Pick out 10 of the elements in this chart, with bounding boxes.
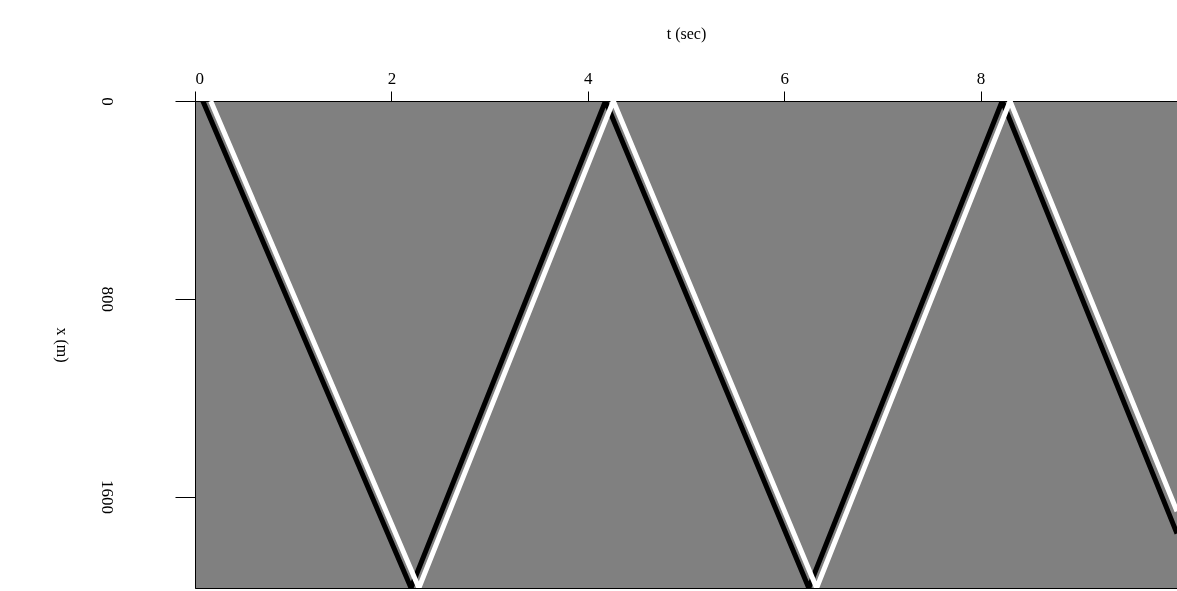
y-tick-label: 1600 xyxy=(97,480,117,515)
y-axis-title: x (m) xyxy=(52,327,71,363)
x-tick-label: 0 xyxy=(195,68,204,88)
x-axis-title: t (sec) xyxy=(666,24,707,43)
y-tick-label: 0 xyxy=(97,97,117,106)
x-tick-label: 2 xyxy=(387,68,397,88)
x-tick-label: 8 xyxy=(976,68,986,88)
x-tick-label: 4 xyxy=(584,68,594,88)
y-tick-label: 800 xyxy=(97,286,117,313)
x-tick-label: 6 xyxy=(780,68,789,88)
